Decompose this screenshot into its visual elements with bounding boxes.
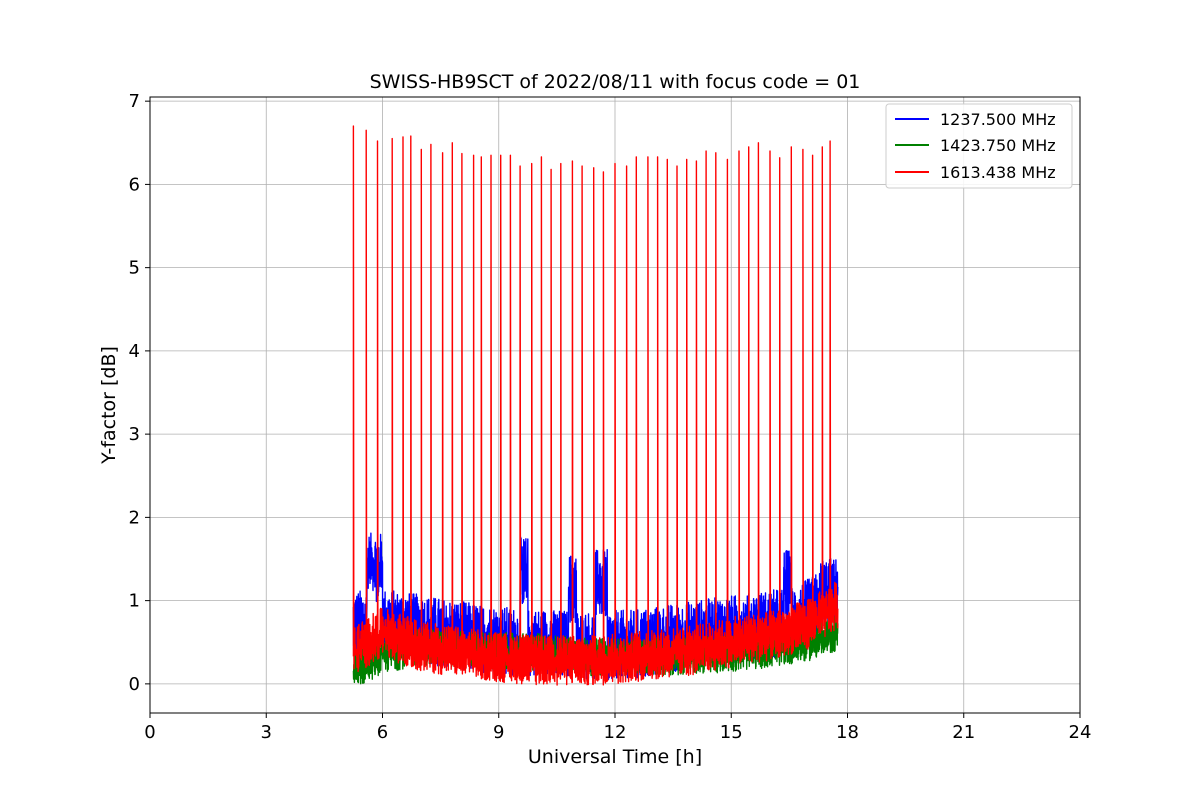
series-layer xyxy=(352,125,839,686)
y-tick-label: 3 xyxy=(129,424,140,445)
x-tick-label: 12 xyxy=(604,722,627,743)
series-line-1613438 xyxy=(352,125,839,686)
y-tick-label: 6 xyxy=(129,174,140,195)
y-tick-label: 7 xyxy=(129,91,140,112)
y-axis-label: Y-factor [dB] xyxy=(98,346,120,465)
x-axis-label: Universal Time [h] xyxy=(528,746,702,768)
x-tick-label: 9 xyxy=(493,722,504,743)
x-tick-label: 21 xyxy=(952,722,975,743)
legend-label-1423: 1423.750 MHz xyxy=(940,136,1056,155)
x-tick-label: 6 xyxy=(377,722,388,743)
y-tick-label: 1 xyxy=(129,591,140,612)
chart-title: SWISS-HB9SCT of 2022/08/11 with focus co… xyxy=(370,71,861,93)
legend-label-1237: 1237.500 MHz xyxy=(940,110,1056,129)
x-tick-label: 0 xyxy=(144,722,155,743)
x-tick-label: 24 xyxy=(1069,722,1092,743)
y-axis: 0 1 2 3 4 5 6 7 xyxy=(129,91,150,695)
legend: 1237.500 MHz 1423.750 MHz 1613.438 MHz xyxy=(885,103,1073,189)
x-tick-label: 3 xyxy=(261,722,272,743)
legend-label-1613: 1613.438 MHz xyxy=(940,163,1056,182)
y-tick-label: 2 xyxy=(129,507,140,528)
x-tick-label: 18 xyxy=(836,722,859,743)
legend-box xyxy=(885,103,1073,189)
y-tick-label: 5 xyxy=(129,258,140,279)
x-axis: 0 3 6 9 12 15 18 21 24 xyxy=(144,713,1091,743)
y-tick-label: 4 xyxy=(129,341,140,362)
y-tick-label: 0 xyxy=(129,674,140,695)
x-tick-label: 15 xyxy=(720,722,743,743)
